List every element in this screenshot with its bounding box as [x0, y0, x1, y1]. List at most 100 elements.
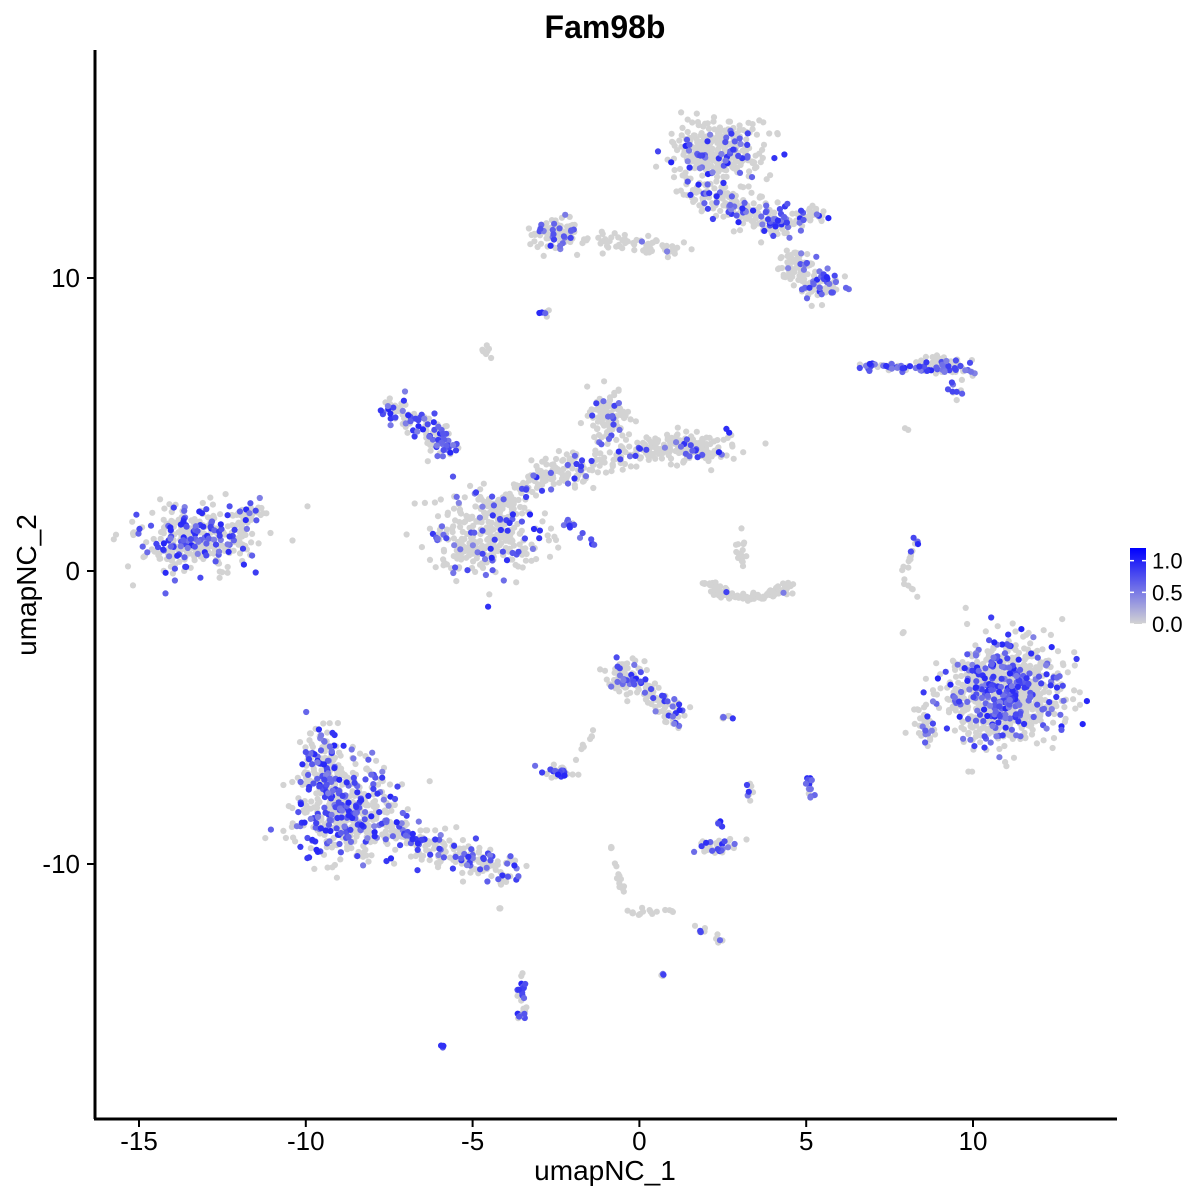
- data-point: [544, 532, 551, 539]
- data-point: [774, 131, 781, 138]
- data-point: [619, 237, 626, 244]
- data-point: [577, 420, 585, 427]
- data-point: [619, 245, 626, 252]
- data-point: [216, 574, 223, 581]
- data-point: [368, 813, 375, 820]
- data-point: [336, 776, 343, 783]
- data-point: [958, 376, 966, 383]
- data-point: [800, 266, 808, 273]
- data-point: [499, 548, 506, 555]
- data-point: [1061, 704, 1068, 711]
- data-point: [323, 781, 330, 788]
- data-point: [686, 453, 693, 460]
- data-point: [407, 853, 415, 860]
- data-point: [303, 809, 310, 816]
- data-point: [461, 536, 468, 543]
- data-point: [641, 689, 649, 696]
- data-point: [681, 457, 688, 464]
- data-point: [381, 808, 388, 816]
- data-point: [696, 165, 704, 172]
- data-point: [996, 745, 1003, 753]
- data-point: [503, 557, 511, 564]
- data-point: [996, 754, 1003, 761]
- data-point: [171, 577, 178, 584]
- data-point: [732, 541, 740, 548]
- data-point: [601, 454, 608, 461]
- data-point: [341, 823, 348, 830]
- data-point: [774, 217, 782, 224]
- data-point: [800, 216, 807, 224]
- data-point: [432, 841, 439, 848]
- data-point: [589, 727, 597, 734]
- data-point: [194, 550, 201, 558]
- data-point: [182, 563, 189, 570]
- data-point: [978, 694, 986, 702]
- data-point: [333, 825, 340, 832]
- data-point: [368, 771, 375, 778]
- data-point: [515, 548, 522, 555]
- data-point: [684, 178, 691, 185]
- data-point: [713, 193, 720, 200]
- data-point: [320, 761, 327, 768]
- data-point: [933, 660, 940, 667]
- data-point: [488, 873, 495, 880]
- data-point: [474, 549, 481, 556]
- data-point: [222, 491, 229, 498]
- data-point: [622, 436, 630, 443]
- data-point: [750, 200, 757, 207]
- data-point: [112, 531, 120, 538]
- data-point: [701, 580, 708, 587]
- data-point: [309, 743, 316, 751]
- data-point: [352, 760, 359, 768]
- x-tick-label: -15: [120, 1126, 158, 1156]
- data-point: [653, 908, 660, 915]
- data-point: [522, 557, 530, 564]
- data-point: [920, 689, 927, 696]
- data-point: [647, 438, 654, 446]
- data-point: [218, 526, 225, 533]
- data-point: [149, 509, 156, 516]
- data-point: [959, 659, 966, 666]
- data-point: [482, 556, 489, 563]
- data-point: [740, 449, 747, 456]
- data-point: [945, 363, 952, 370]
- data-point: [643, 667, 650, 674]
- data-point: [733, 158, 740, 165]
- data-point: [1030, 713, 1037, 721]
- data-point: [302, 749, 309, 756]
- data-point: [432, 564, 439, 571]
- data-point: [414, 840, 421, 847]
- data-point: [440, 556, 447, 563]
- data-point: [493, 521, 500, 528]
- data-point: [556, 479, 563, 486]
- data-point: [753, 131, 761, 138]
- data-point: [984, 692, 991, 699]
- data-point: [337, 829, 344, 837]
- data-point: [811, 286, 818, 293]
- data-point: [691, 922, 699, 929]
- data-point: [453, 824, 460, 831]
- data-point: [541, 510, 549, 517]
- data-point: [529, 545, 537, 553]
- data-point: [709, 145, 716, 152]
- data-point: [267, 826, 274, 833]
- data-point: [297, 843, 304, 851]
- data-point: [385, 802, 392, 809]
- data-point: [403, 531, 410, 538]
- data-point: [908, 585, 915, 592]
- data-point: [440, 447, 447, 454]
- data-point: [911, 720, 918, 728]
- data-point: [704, 205, 712, 212]
- data-point: [616, 688, 623, 695]
- data-point: [737, 183, 744, 190]
- data-point: [386, 395, 393, 402]
- data-point: [192, 523, 199, 530]
- data-point: [693, 428, 700, 435]
- data-point: [110, 536, 117, 543]
- data-point: [414, 428, 421, 435]
- data-point: [449, 865, 456, 872]
- data-point: [922, 675, 930, 682]
- x-tick-label: 0: [632, 1126, 646, 1156]
- data-point: [924, 713, 931, 720]
- data-point: [714, 846, 721, 853]
